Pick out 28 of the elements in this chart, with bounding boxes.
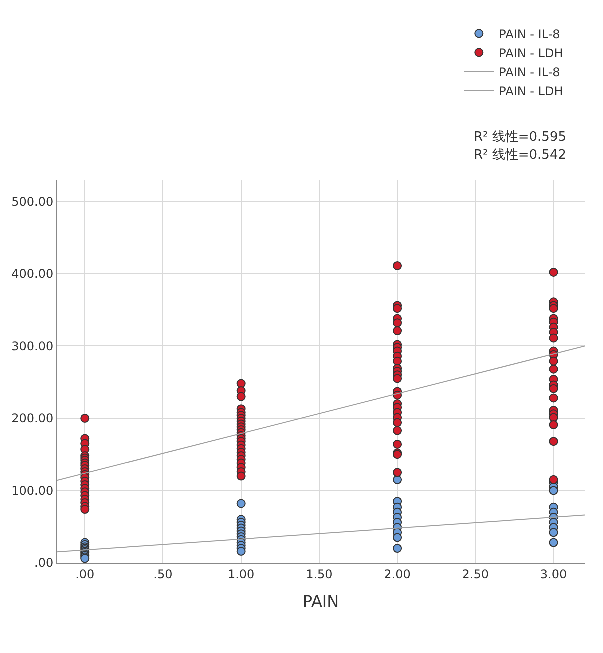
- x-tick-label: 1.50: [306, 567, 333, 582]
- y-tick-label: 300.00: [12, 339, 54, 354]
- x-axis-title: PAIN: [302, 592, 340, 612]
- x-tick-label: 2.00: [384, 567, 411, 582]
- point: [549, 486, 558, 496]
- x-tick-label: 1.00: [228, 567, 255, 582]
- legend-label: PAIN - LDH: [499, 46, 564, 60]
- point: [393, 475, 402, 484]
- legend-label: PAIN - IL-8: [499, 27, 560, 42]
- x-tick-label: .50: [154, 567, 173, 582]
- point: [236, 546, 246, 556]
- point: [393, 544, 402, 554]
- y-tick-label: .00: [34, 556, 54, 570]
- legend-label: PAIN - LDH: [499, 84, 564, 98]
- y-tick-label: 100.00: [12, 484, 54, 498]
- y-tick-label: 200.00: [12, 412, 54, 426]
- point: [549, 538, 558, 548]
- point: [236, 499, 246, 508]
- x-tick-label: 3.00: [540, 567, 568, 582]
- y-tick-label: 500.00: [12, 194, 54, 209]
- text: R² 线性=0.595: [474, 130, 566, 145]
- legend-label: PAIN - IL-8: [499, 65, 560, 80]
- text: R² 线性=0.542: [474, 148, 566, 163]
- x-tick-label: .00: [76, 567, 95, 582]
- point: [549, 528, 558, 538]
- point: [393, 533, 402, 542]
- x-tick-label: 2.50: [462, 567, 490, 582]
- y-tick-label: 400.00: [12, 267, 54, 282]
